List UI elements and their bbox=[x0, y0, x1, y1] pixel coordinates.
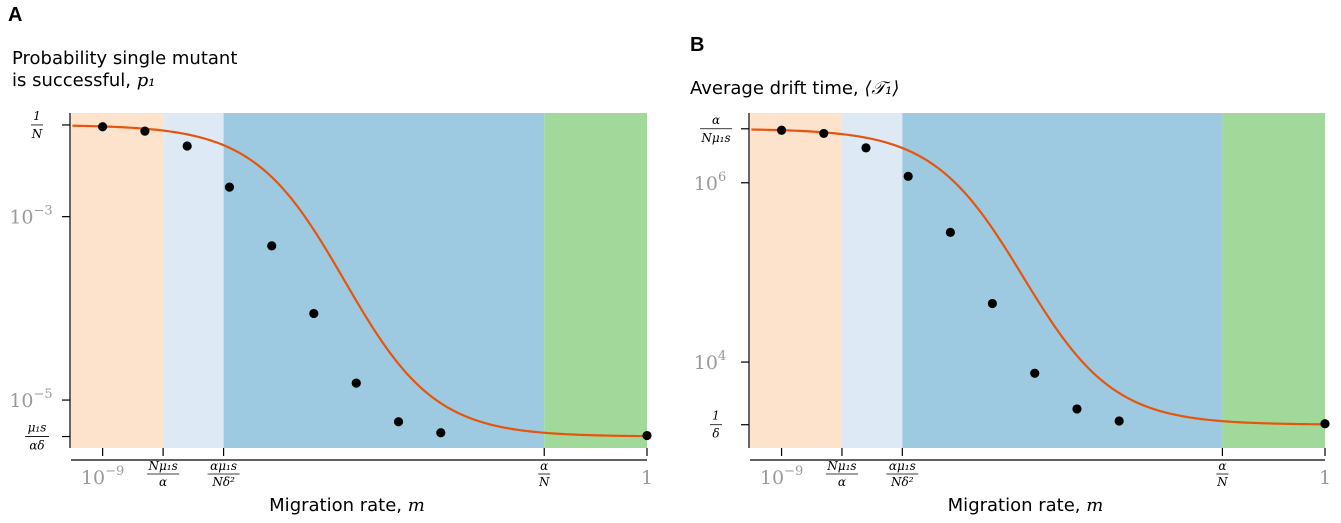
y-tick-label: 106 bbox=[694, 170, 726, 195]
y-tick-label-denominator: N bbox=[31, 127, 43, 141]
data-point bbox=[309, 309, 318, 318]
x-tick-label-denominator: N bbox=[1216, 475, 1228, 489]
y-tick-label: 10−5 bbox=[9, 387, 52, 412]
x-tick-label-numerator: αμ₁s bbox=[210, 459, 237, 473]
x-tick-label: 1 bbox=[1319, 467, 1331, 489]
x-tick-label-denominator: Nδ² bbox=[211, 475, 235, 489]
y-tick-label: 104 bbox=[694, 349, 726, 374]
data-point bbox=[904, 172, 913, 181]
data-point bbox=[394, 417, 403, 426]
region-band bbox=[71, 113, 163, 448]
y-tick-label: 10−3 bbox=[9, 204, 52, 229]
y-tick-label-denominator: δ bbox=[712, 427, 719, 441]
region-band bbox=[1222, 113, 1325, 448]
panel-a: A Probability single mutant is successfu… bbox=[0, 0, 665, 523]
data-point bbox=[225, 183, 234, 192]
data-point bbox=[1320, 419, 1329, 428]
region-band bbox=[842, 113, 902, 448]
data-point bbox=[98, 122, 107, 131]
y-tick-label-numerator: α bbox=[712, 113, 720, 127]
data-point bbox=[642, 431, 651, 440]
x-axis-title: Migration rate, m bbox=[948, 495, 1104, 516]
y-tick-label-numerator: μ₁s bbox=[28, 421, 47, 435]
data-point bbox=[861, 143, 870, 152]
data-point bbox=[352, 379, 361, 388]
data-point bbox=[819, 129, 828, 138]
data-point bbox=[946, 228, 955, 237]
data-point bbox=[1115, 416, 1124, 425]
x-tick-label-denominator: α bbox=[159, 475, 167, 489]
y-tick-label-numerator: 1 bbox=[712, 409, 720, 423]
region-band bbox=[902, 113, 1222, 448]
data-point bbox=[183, 141, 192, 150]
x-tick-label-numerator: αμ₁s bbox=[889, 459, 916, 473]
data-point bbox=[777, 126, 786, 135]
y-tick-label-denominator: αδ bbox=[29, 439, 44, 453]
x-tick-label-numerator: α bbox=[540, 459, 548, 473]
x-tick-label-denominator: N bbox=[538, 475, 550, 489]
y-tick-label-denominator: Nμ₁s bbox=[700, 131, 730, 145]
data-point bbox=[436, 428, 445, 437]
y-tick-label-numerator: 1 bbox=[33, 109, 41, 123]
data-point bbox=[267, 241, 276, 250]
region-band bbox=[224, 113, 545, 448]
data-point bbox=[988, 299, 997, 308]
region-band bbox=[544, 113, 647, 448]
region-band bbox=[750, 113, 842, 448]
chart-svg: 10−9 1Nμ₁sααμ₁sNδ²αN106104αNμ₁s1δMigratio… bbox=[672, 0, 1341, 523]
x-tick-label-denominator: α bbox=[838, 475, 846, 489]
x-axis-title: Migration rate, m bbox=[269, 495, 425, 516]
panel-b: B Average drift time, ⟨𝒯₁⟩ 10−9 1 Nμ₁s α αμ₁… bbox=[672, 0, 1341, 523]
x-tick-label: 10−9 bbox=[81, 464, 124, 489]
data-point bbox=[1072, 404, 1081, 413]
x-tick-label-numerator: Nμ₁s bbox=[147, 459, 177, 473]
data-point bbox=[1030, 369, 1039, 378]
data-point bbox=[140, 127, 149, 136]
x-tick-label: 10−9 bbox=[760, 464, 803, 489]
x-tick-label-numerator: Nμ₁s bbox=[826, 459, 856, 473]
x-tick-label-denominator: Nδ² bbox=[890, 475, 914, 489]
x-tick-label-numerator: α bbox=[1218, 459, 1226, 473]
region-band bbox=[163, 113, 223, 448]
chart-svg: 10−9 1Nμ₁sααμ₁sNδ²αN10−310−51Nμ₁sαδMigrat… bbox=[0, 0, 665, 523]
x-tick-label: 1 bbox=[641, 467, 653, 489]
